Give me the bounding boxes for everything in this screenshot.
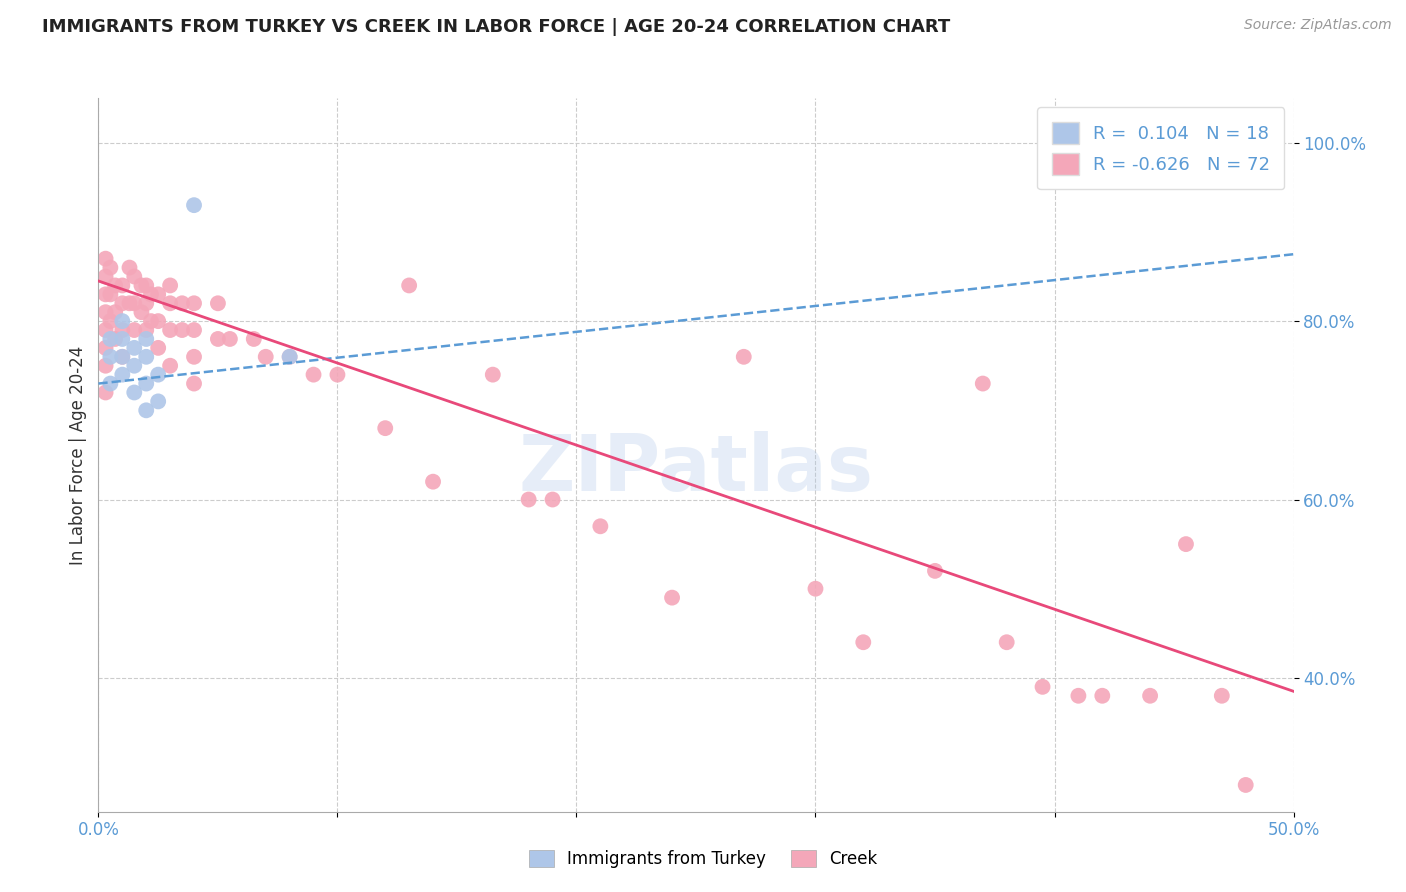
Point <box>111 314 134 328</box>
Point <box>148 394 170 409</box>
Point <box>111 368 134 382</box>
Point <box>302 368 325 382</box>
Point <box>111 350 134 364</box>
Point <box>243 332 266 346</box>
Point <box>183 198 205 212</box>
Point <box>131 305 153 319</box>
Point <box>517 492 540 507</box>
Point <box>972 376 994 391</box>
Point <box>207 296 229 310</box>
Point <box>98 260 122 275</box>
Point <box>661 591 683 605</box>
Y-axis label: In Labor Force | Age 20-24: In Labor Force | Age 20-24 <box>69 345 87 565</box>
Point <box>207 332 229 346</box>
Point <box>481 368 505 382</box>
Point <box>94 269 117 284</box>
Point <box>254 350 277 364</box>
Point <box>135 296 157 310</box>
Point <box>124 341 146 355</box>
Point <box>98 376 122 391</box>
Point <box>924 564 946 578</box>
Point <box>135 278 157 293</box>
Point <box>1139 689 1161 703</box>
Point <box>159 296 181 310</box>
Point <box>733 350 755 364</box>
Point <box>104 278 127 293</box>
Point <box>159 359 181 373</box>
Point <box>995 635 1018 649</box>
Point <box>183 323 205 337</box>
Point <box>148 341 170 355</box>
Point <box>135 350 157 364</box>
Point <box>111 332 134 346</box>
Point <box>183 296 205 310</box>
Point <box>148 368 170 382</box>
Point <box>111 278 134 293</box>
Point <box>172 323 194 337</box>
Point <box>159 278 181 293</box>
Point <box>852 635 875 649</box>
Point <box>135 403 157 417</box>
Point <box>278 350 301 364</box>
Legend: Immigrants from Turkey, Creek: Immigrants from Turkey, Creek <box>522 843 884 875</box>
Point <box>172 296 194 310</box>
Point <box>94 305 117 319</box>
Text: Source: ZipAtlas.com: Source: ZipAtlas.com <box>1244 18 1392 32</box>
Point <box>1032 680 1054 694</box>
Point <box>124 323 146 337</box>
Point <box>94 323 117 337</box>
Point <box>124 385 146 400</box>
Point <box>111 323 134 337</box>
Point <box>541 492 564 507</box>
Point <box>98 332 122 346</box>
Point <box>118 296 141 310</box>
Point <box>94 287 117 301</box>
Point <box>104 305 127 319</box>
Point <box>159 323 181 337</box>
Point <box>1211 689 1233 703</box>
Point <box>148 287 170 301</box>
Point <box>326 368 349 382</box>
Point <box>374 421 396 435</box>
Point <box>1091 689 1114 703</box>
Point <box>804 582 827 596</box>
Point <box>422 475 444 489</box>
Point <box>94 385 117 400</box>
Point <box>135 376 157 391</box>
Point <box>124 296 146 310</box>
Point <box>1234 778 1257 792</box>
Point <box>104 332 127 346</box>
Point <box>98 350 122 364</box>
Point <box>98 314 122 328</box>
Point <box>183 350 205 364</box>
Point <box>278 350 301 364</box>
Point <box>94 341 117 355</box>
Point <box>1175 537 1198 551</box>
Point <box>131 278 153 293</box>
Point <box>398 278 420 293</box>
Text: ZIPatlas: ZIPatlas <box>519 431 873 508</box>
Legend: R =  0.104   N = 18, R = -0.626   N = 72: R = 0.104 N = 18, R = -0.626 N = 72 <box>1038 107 1285 189</box>
Point <box>135 332 157 346</box>
Point <box>135 323 157 337</box>
Text: IMMIGRANTS FROM TURKEY VS CREEK IN LABOR FORCE | AGE 20-24 CORRELATION CHART: IMMIGRANTS FROM TURKEY VS CREEK IN LABOR… <box>42 18 950 36</box>
Point <box>589 519 612 533</box>
Point <box>1067 689 1090 703</box>
Point <box>183 376 205 391</box>
Point <box>111 296 134 310</box>
Point <box>219 332 242 346</box>
Point <box>118 260 141 275</box>
Point <box>139 314 162 328</box>
Point <box>94 252 117 266</box>
Point <box>124 359 146 373</box>
Point <box>98 287 122 301</box>
Point <box>139 287 162 301</box>
Point <box>111 350 134 364</box>
Point <box>124 269 146 284</box>
Point <box>148 314 170 328</box>
Point <box>94 359 117 373</box>
